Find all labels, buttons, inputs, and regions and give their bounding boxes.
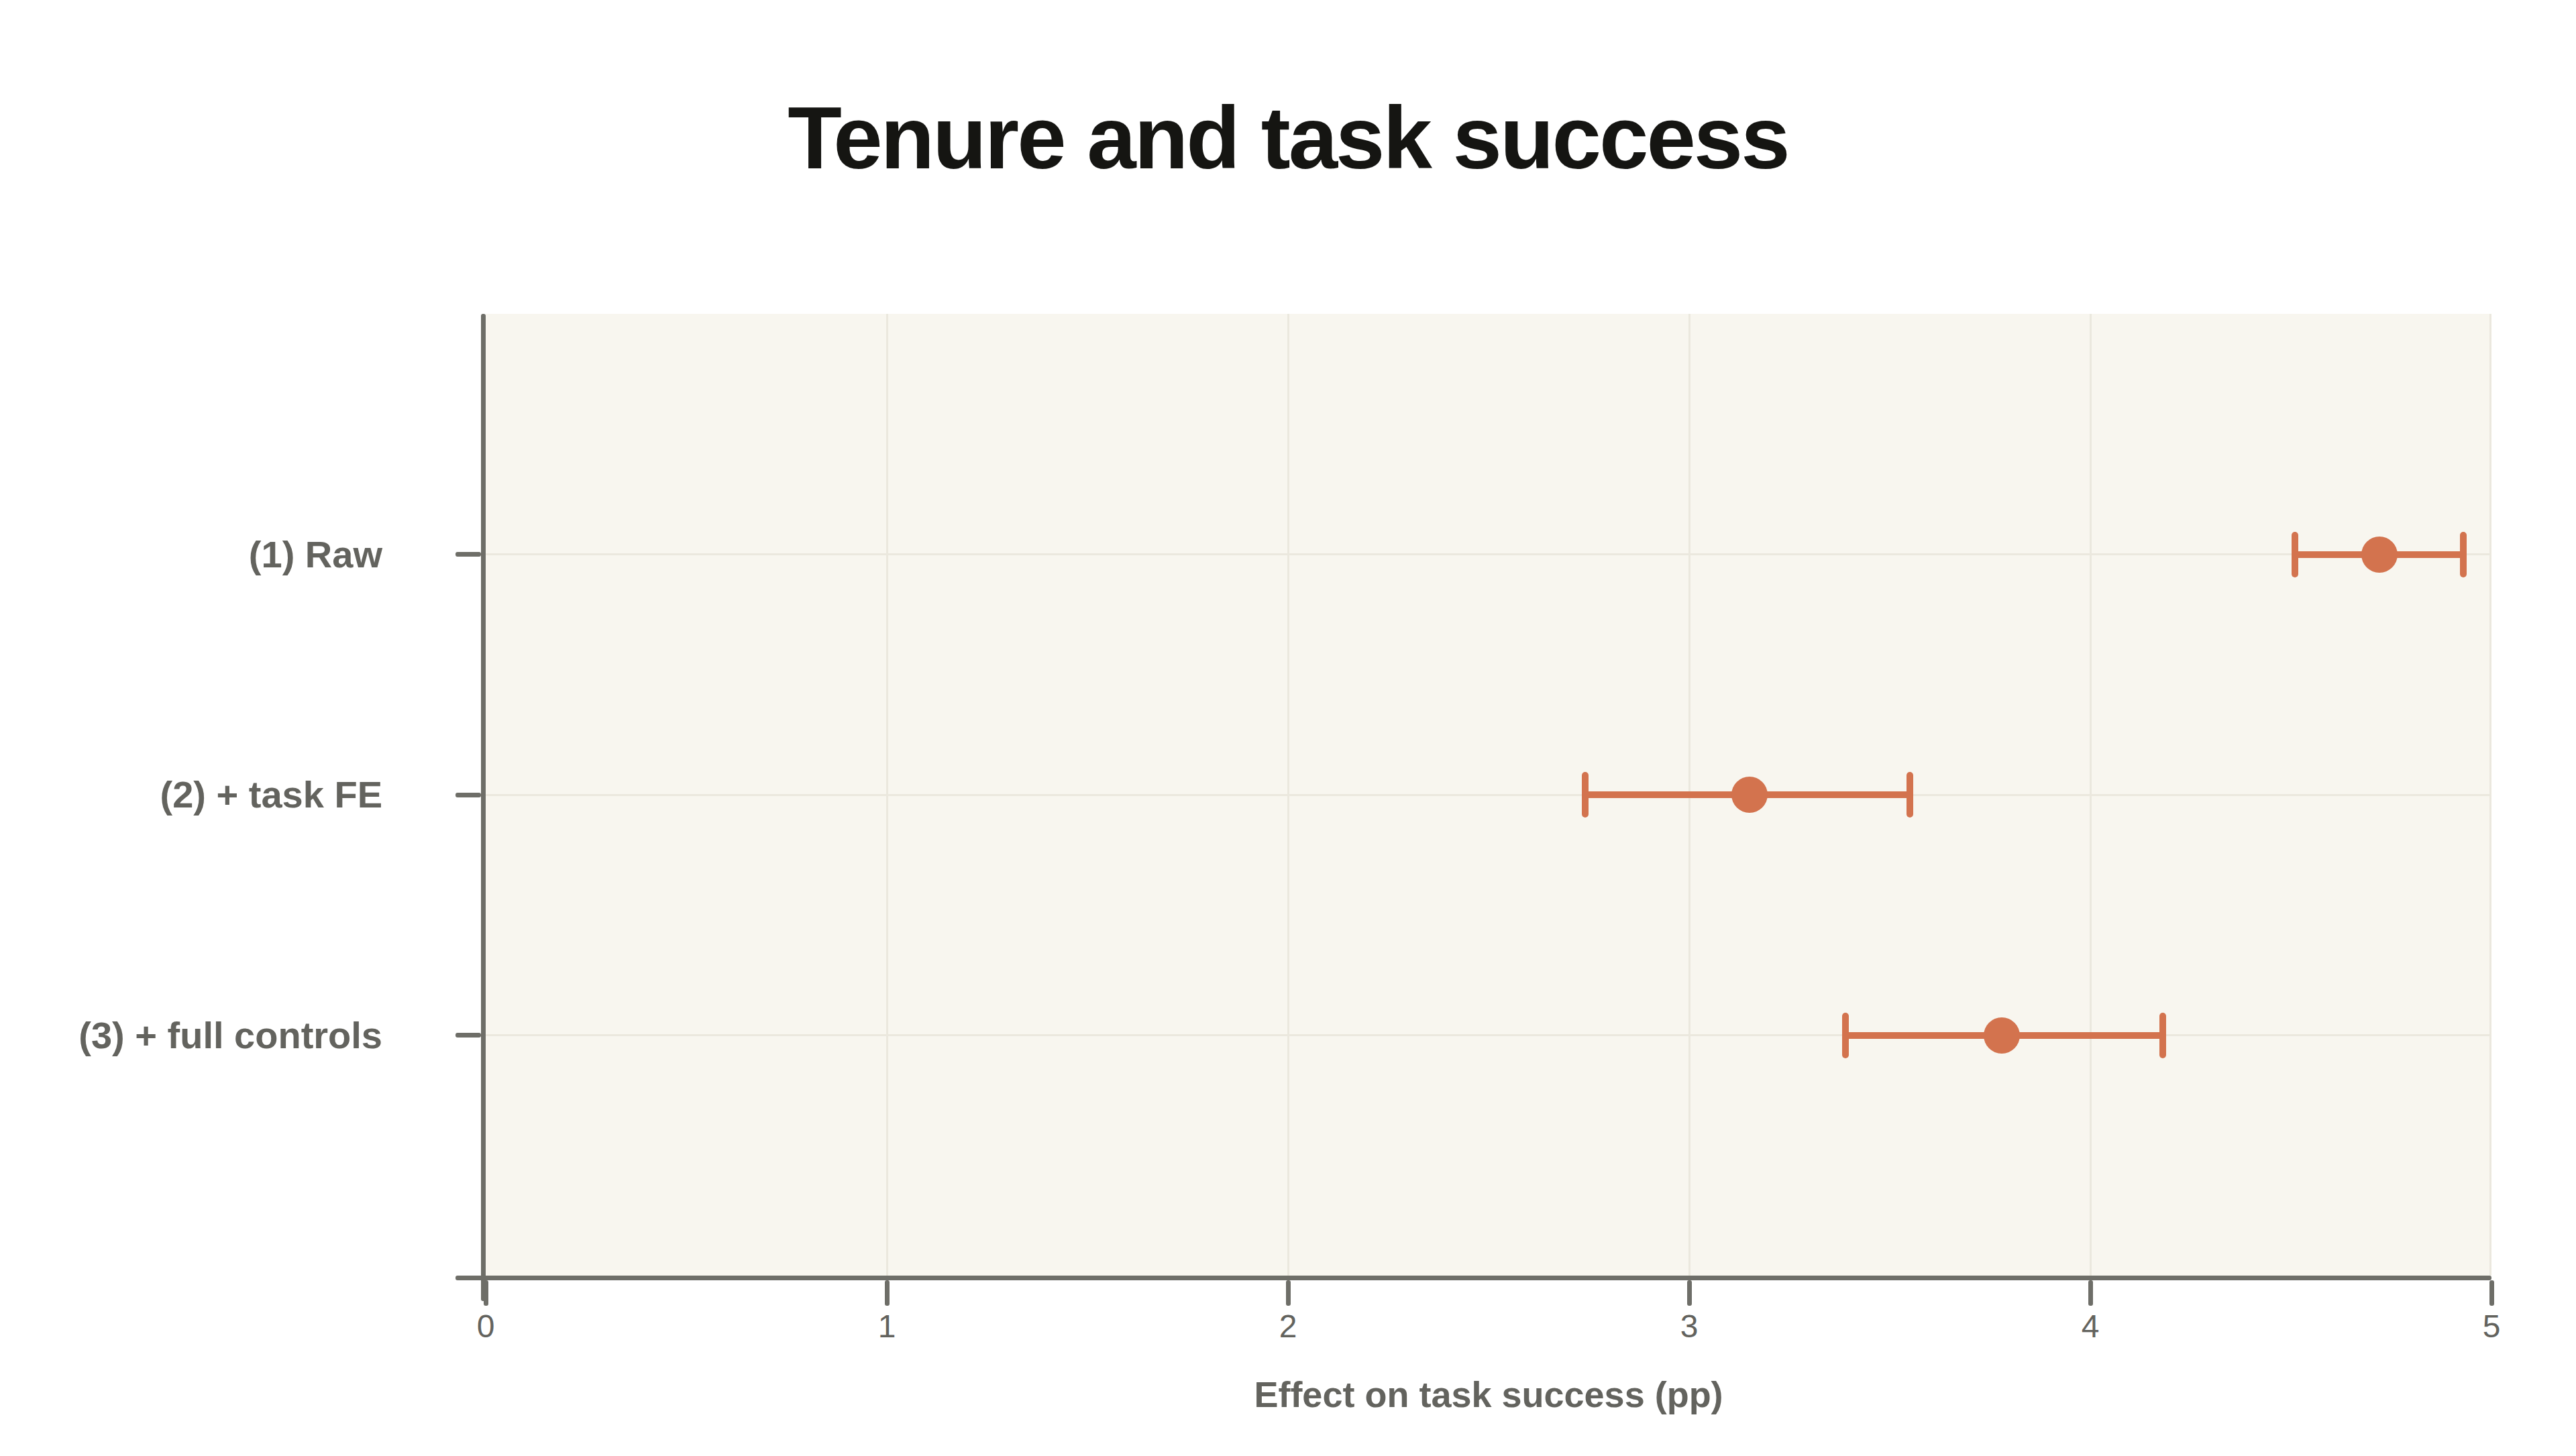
x-axis-tick-label: 3 bbox=[1622, 1306, 1756, 1347]
x-axis-tick-label: 2 bbox=[1221, 1306, 1355, 1347]
confidence-interval-cap-low bbox=[1582, 772, 1589, 818]
x-axis-tick-label: 5 bbox=[2424, 1306, 2559, 1347]
x-axis-tick bbox=[1687, 1280, 1692, 1306]
confidence-interval-cap-high bbox=[1907, 772, 1913, 818]
x-axis-label: Effect on task success (pp) bbox=[486, 1372, 2491, 1416]
y-axis-tick bbox=[455, 1033, 481, 1038]
y-axis-category-label: (3) + full controls bbox=[0, 1012, 382, 1059]
y-axis-tick bbox=[455, 793, 481, 797]
confidence-interval-cap-low bbox=[1842, 1013, 1849, 1058]
x-axis-tick bbox=[2489, 1280, 2494, 1306]
point-estimate-marker bbox=[1731, 777, 1768, 813]
x-axis-tick bbox=[1286, 1280, 1291, 1306]
x-axis-tick-label: 4 bbox=[2023, 1306, 2157, 1347]
gridline-horizontal bbox=[486, 794, 2491, 796]
x-axis-tick-label: 1 bbox=[820, 1306, 954, 1347]
x-axis-tick-label: 0 bbox=[419, 1306, 553, 1347]
gridline-horizontal bbox=[486, 553, 2491, 555]
confidence-interval-cap-high bbox=[2460, 532, 2467, 577]
confidence-interval-cap-low bbox=[2292, 532, 2298, 577]
y-axis-tick bbox=[455, 552, 481, 557]
point-estimate-marker bbox=[1984, 1017, 2020, 1054]
confidence-interval-cap-high bbox=[2159, 1013, 2166, 1058]
figure-canvas: Tenure and task success 0 1 2 3 4 5 (1) Raw (2)… bbox=[0, 0, 2576, 1456]
x-axis-tick bbox=[484, 1280, 488, 1306]
y-axis-category-label: (2) + task FE bbox=[0, 771, 382, 818]
point-estimate-marker bbox=[2361, 537, 2398, 573]
x-axis-spine bbox=[455, 1276, 2491, 1280]
y-axis-category-label: (1) Raw bbox=[0, 531, 382, 578]
y-axis-spine bbox=[481, 314, 486, 1301]
gridline-horizontal bbox=[486, 1034, 2491, 1036]
x-axis-tick bbox=[2088, 1280, 2093, 1306]
plot-area bbox=[486, 314, 2491, 1276]
x-axis-tick bbox=[885, 1280, 890, 1306]
chart-title: Tenure and task success bbox=[0, 86, 2576, 190]
